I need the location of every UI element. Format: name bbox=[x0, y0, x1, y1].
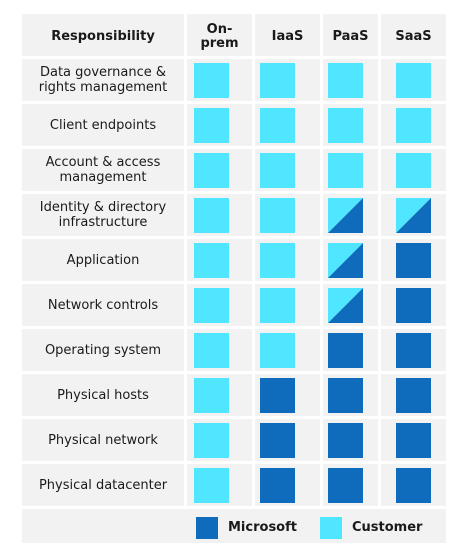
row-separator bbox=[22, 326, 446, 329]
cell-iaas-microsoft bbox=[259, 377, 295, 413]
cell-saas-customer bbox=[395, 62, 431, 98]
row-label: Physical datacenter bbox=[38, 477, 168, 493]
row-separator bbox=[22, 281, 446, 284]
cell-iaas-customer bbox=[259, 287, 295, 323]
row-label: Physical hosts bbox=[57, 387, 149, 403]
cell-iaas-customer bbox=[259, 197, 295, 233]
row-separator bbox=[22, 461, 446, 464]
header-col-onprem: On- prem bbox=[200, 21, 239, 51]
cell-saas-microsoft bbox=[395, 422, 431, 458]
row-separator bbox=[22, 191, 446, 194]
cell-iaas-customer bbox=[259, 152, 295, 188]
row-separator bbox=[22, 416, 446, 419]
cell-onprem-customer bbox=[193, 332, 229, 368]
cell-paas-customer bbox=[327, 107, 363, 143]
legend-microsoft-label: Microsoft bbox=[228, 520, 297, 535]
cell-paas-customer bbox=[327, 62, 363, 98]
cell-paas-microsoft bbox=[327, 332, 363, 368]
cell-paas-shared bbox=[327, 242, 363, 278]
cell-iaas-customer bbox=[259, 332, 295, 368]
cell-saas-microsoft bbox=[395, 377, 431, 413]
cell-iaas-microsoft bbox=[259, 467, 295, 503]
cell-saas-microsoft bbox=[395, 287, 431, 323]
cell-paas-customer bbox=[327, 152, 363, 188]
cell-onprem-customer bbox=[193, 377, 229, 413]
cell-saas-customer bbox=[395, 152, 431, 188]
cell-onprem-customer bbox=[193, 107, 229, 143]
cell-paas-microsoft bbox=[327, 467, 363, 503]
cell-paas-microsoft bbox=[327, 422, 363, 458]
cell-onprem-customer bbox=[193, 467, 229, 503]
row-separator bbox=[22, 56, 446, 59]
cell-iaas-customer bbox=[259, 62, 295, 98]
header-col-paas: PaaS bbox=[332, 28, 369, 44]
cell-saas-microsoft bbox=[395, 467, 431, 503]
column-separator bbox=[320, 14, 323, 507]
row-label: Network controls bbox=[47, 297, 159, 313]
cell-paas-shared bbox=[327, 197, 363, 233]
row-label: Application bbox=[66, 252, 140, 268]
row-label: Data governance & rights management bbox=[38, 65, 168, 95]
cell-onprem-customer bbox=[193, 152, 229, 188]
column-separator bbox=[378, 14, 381, 507]
row-separator bbox=[22, 371, 446, 374]
header-col-saas: SaaS bbox=[395, 28, 432, 44]
cell-saas-shared bbox=[395, 197, 431, 233]
cell-onprem-customer bbox=[193, 62, 229, 98]
cell-onprem-customer bbox=[193, 197, 229, 233]
header-col-iaas: IaaS bbox=[271, 28, 304, 44]
cell-onprem-customer bbox=[193, 242, 229, 278]
cell-saas-microsoft bbox=[395, 242, 431, 278]
row-separator bbox=[22, 146, 446, 149]
legend-customer-label: Customer bbox=[352, 520, 423, 535]
row-label: Identity & directory infrastructure bbox=[39, 200, 167, 230]
cell-saas-microsoft bbox=[395, 332, 431, 368]
cell-paas-shared bbox=[327, 287, 363, 323]
cell-onprem-customer bbox=[193, 287, 229, 323]
row-separator bbox=[22, 236, 446, 239]
legend-microsoft-swatch bbox=[196, 517, 218, 539]
row-label: Client endpoints bbox=[49, 117, 157, 133]
header-responsibility: Responsibility bbox=[51, 28, 155, 44]
row-label: Physical network bbox=[48, 432, 158, 448]
row-separator bbox=[22, 506, 446, 509]
column-separator bbox=[252, 14, 255, 507]
row-label: Account & access management bbox=[45, 155, 161, 185]
row-label: Operating system bbox=[44, 342, 162, 358]
legend-customer-swatch bbox=[320, 517, 342, 539]
cell-iaas-customer bbox=[259, 107, 295, 143]
cell-onprem-customer bbox=[193, 422, 229, 458]
column-separator bbox=[184, 14, 187, 507]
cell-paas-microsoft bbox=[327, 377, 363, 413]
row-separator bbox=[22, 101, 446, 104]
cell-iaas-customer bbox=[259, 242, 295, 278]
cell-saas-customer bbox=[395, 107, 431, 143]
cell-iaas-microsoft bbox=[259, 422, 295, 458]
